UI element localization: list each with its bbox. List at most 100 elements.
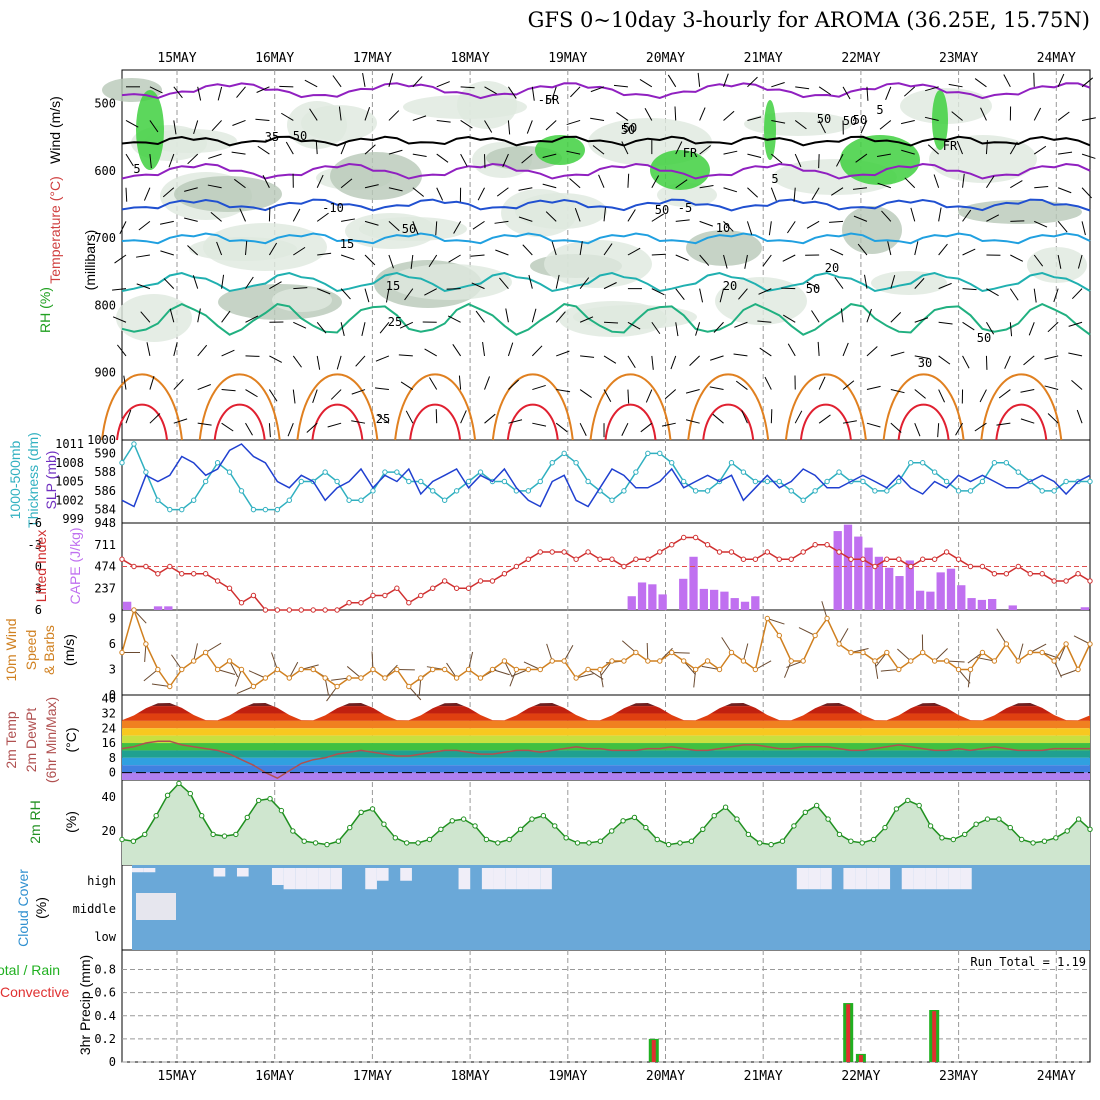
wind10-barb bbox=[875, 652, 888, 667]
wind-barb bbox=[938, 355, 951, 365]
wind-barb bbox=[881, 210, 892, 222]
thickness-line-point bbox=[788, 488, 794, 494]
thickness-line-point bbox=[358, 497, 364, 503]
rh2m-line-point bbox=[893, 806, 900, 812]
wind-barb bbox=[388, 220, 400, 232]
wind-barb bbox=[925, 86, 939, 92]
rh2m-line-point bbox=[324, 841, 330, 848]
wind10-barb bbox=[492, 669, 510, 676]
wind10-speed-line-point bbox=[1087, 641, 1093, 647]
rh2m-line-point bbox=[768, 841, 774, 848]
wind-barb bbox=[746, 221, 753, 235]
wind10-speed-line-point bbox=[334, 683, 340, 690]
rh-shade-area bbox=[203, 223, 327, 271]
thickness-label-2: Thickness (dm) bbox=[25, 432, 41, 528]
isotherm-30-arch bbox=[980, 373, 1063, 441]
thickness-line-point bbox=[418, 478, 424, 485]
wind-barb bbox=[603, 243, 613, 256]
wind-barb bbox=[211, 120, 222, 132]
temp-tick: 24 bbox=[102, 721, 116, 735]
wind10-speed-line-point bbox=[441, 666, 448, 673]
thickness-line-point bbox=[836, 469, 842, 475]
cape-bar bbox=[740, 601, 750, 610]
cape-bar bbox=[648, 584, 657, 610]
wind-barb bbox=[747, 76, 758, 88]
wind-barb bbox=[317, 252, 332, 256]
wind-barb bbox=[842, 420, 857, 424]
wind-barb bbox=[351, 420, 366, 424]
wind10-speed-line-point bbox=[1051, 658, 1057, 664]
wind-barb bbox=[806, 281, 820, 290]
cape-bar bbox=[1080, 607, 1089, 610]
wind10-speed-line-point bbox=[274, 666, 281, 673]
wind-barb bbox=[475, 310, 485, 323]
wind10-barb bbox=[721, 637, 732, 653]
rh-shade-area bbox=[573, 305, 697, 329]
wind-barb bbox=[412, 76, 423, 88]
wind-barb bbox=[412, 187, 425, 197]
wind-barb bbox=[173, 378, 184, 390]
wind-barb bbox=[580, 355, 595, 358]
cape-bar bbox=[936, 572, 945, 610]
wind-barb bbox=[388, 73, 394, 87]
wind-barb bbox=[685, 419, 700, 424]
cloud-high-bar bbox=[458, 868, 471, 890]
wind10-speed-line-point bbox=[764, 615, 771, 622]
wind-barb bbox=[197, 384, 211, 391]
wind-barb bbox=[914, 389, 926, 399]
wind10-speed-line-point bbox=[477, 675, 484, 681]
wind-barb bbox=[364, 144, 376, 155]
slp-tick: 1011 bbox=[55, 437, 84, 451]
rh2m-line-point bbox=[905, 797, 911, 804]
wind-barb bbox=[293, 246, 306, 256]
wind-barb bbox=[735, 380, 748, 390]
wind-barb bbox=[532, 384, 546, 391]
lifted-index-line-point bbox=[310, 607, 316, 613]
date-label-top: 16MAY bbox=[255, 51, 294, 66]
lifted-index-line-point bbox=[776, 556, 782, 562]
wind10-barb bbox=[784, 660, 792, 678]
rh2m-line-point bbox=[199, 813, 205, 819]
thickness-line-point bbox=[609, 497, 615, 503]
wind-barb bbox=[747, 116, 762, 121]
thickness-line-point bbox=[585, 478, 591, 485]
thickness-line-point bbox=[370, 488, 376, 494]
thickness-line-point bbox=[346, 497, 352, 503]
wind-barb bbox=[336, 355, 342, 370]
wind-barb bbox=[508, 419, 523, 424]
wind-barb bbox=[910, 207, 916, 222]
wind-barb bbox=[590, 86, 605, 93]
rh2m-line-point bbox=[791, 823, 797, 829]
wind10-speed-line-point bbox=[382, 675, 388, 681]
wind-barb bbox=[857, 243, 868, 256]
wind10-barb bbox=[408, 686, 422, 701]
chart-title: GFS 0~10day 3-hourly for AROMA (36.25E, … bbox=[527, 8, 1090, 32]
date-label-bottom: 18MAY bbox=[451, 1069, 490, 1084]
lifted-index-line-point bbox=[322, 607, 328, 613]
rh2m-line-point bbox=[278, 807, 285, 814]
thickness-line-point bbox=[131, 441, 137, 447]
thickness-line-point bbox=[1063, 478, 1069, 485]
wind-barb bbox=[712, 413, 724, 424]
pressure-tick: 500 bbox=[94, 97, 116, 111]
wind10-speed-line-point bbox=[1039, 649, 1045, 656]
rh-shade-area bbox=[744, 112, 852, 136]
lifted-index-line-point bbox=[1003, 571, 1010, 577]
wind-barb bbox=[627, 321, 641, 330]
wind-barb bbox=[927, 144, 939, 155]
wind-barb bbox=[364, 220, 379, 226]
lifted-index-line-point bbox=[477, 578, 484, 584]
cape-tick: 474 bbox=[94, 560, 116, 574]
wind-barb bbox=[900, 119, 915, 125]
precip-convective-bar bbox=[846, 1004, 851, 1062]
temp-tick: 40 bbox=[102, 692, 116, 706]
wind-barb bbox=[208, 153, 222, 159]
wind-barb bbox=[914, 422, 921, 437]
rh2m-line bbox=[121, 782, 1091, 846]
cloud-high-bar bbox=[878, 868, 891, 890]
wind-barb bbox=[566, 119, 581, 126]
cloud-high-bar bbox=[505, 868, 517, 890]
wind-barb bbox=[149, 154, 152, 169]
wind10-barb bbox=[144, 643, 147, 662]
rh2m-line-point bbox=[836, 831, 843, 838]
